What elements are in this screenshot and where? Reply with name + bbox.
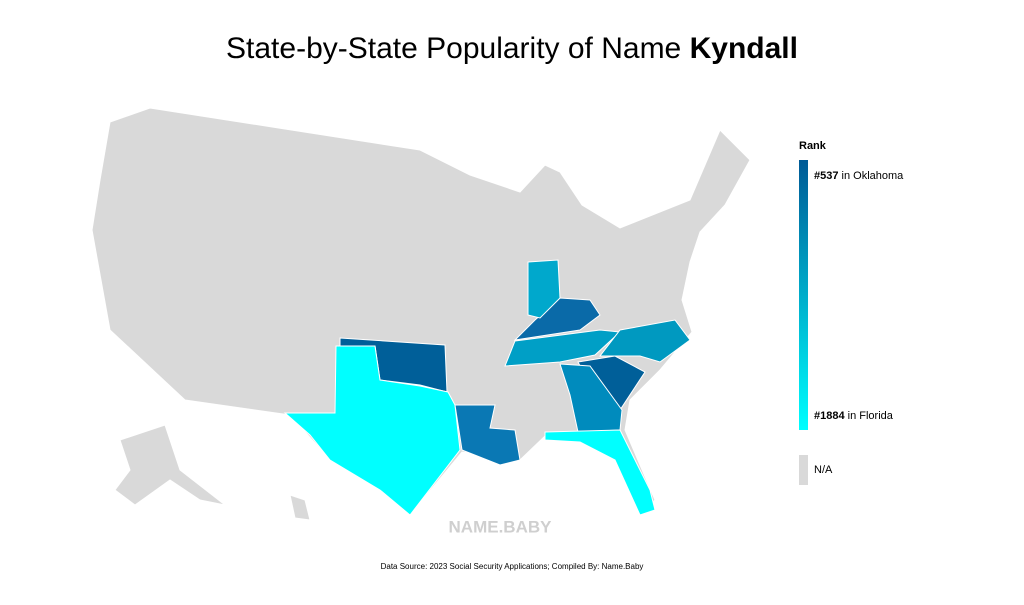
state — [598, 319, 691, 363]
alaska — [114, 424, 226, 506]
legend-bottom: #1884 in Florida — [814, 410, 894, 422]
state — [544, 429, 656, 516]
state — [454, 404, 521, 466]
source: Data Source: 2023 Social Security Applic… — [381, 562, 644, 571]
state — [283, 345, 461, 516]
legend-scale — [799, 160, 808, 430]
ranked-states — [283, 259, 691, 516]
legend-title: Rank — [799, 140, 827, 152]
hawaii — [289, 494, 311, 521]
legend-top: #537 in Oklahoma — [814, 170, 904, 182]
legend-na: N/A — [814, 464, 833, 476]
state — [527, 259, 561, 319]
legend-bottom-text: in Florida — [845, 410, 894, 422]
state — [513, 297, 601, 341]
legend-bottom-rank: #1884 — [814, 410, 845, 422]
title-text: State-by-State Popularity of Name — [226, 32, 690, 65]
title: State-by-State Popularity of Name Kyndal… — [226, 32, 798, 65]
legend-top-rank: #537 — [814, 170, 838, 182]
legend-top-text: in Oklahoma — [838, 170, 904, 182]
watermark: NAME.BABY — [449, 517, 553, 536]
title-name: Kyndall — [690, 32, 798, 65]
legend-na-swatch — [799, 455, 808, 485]
